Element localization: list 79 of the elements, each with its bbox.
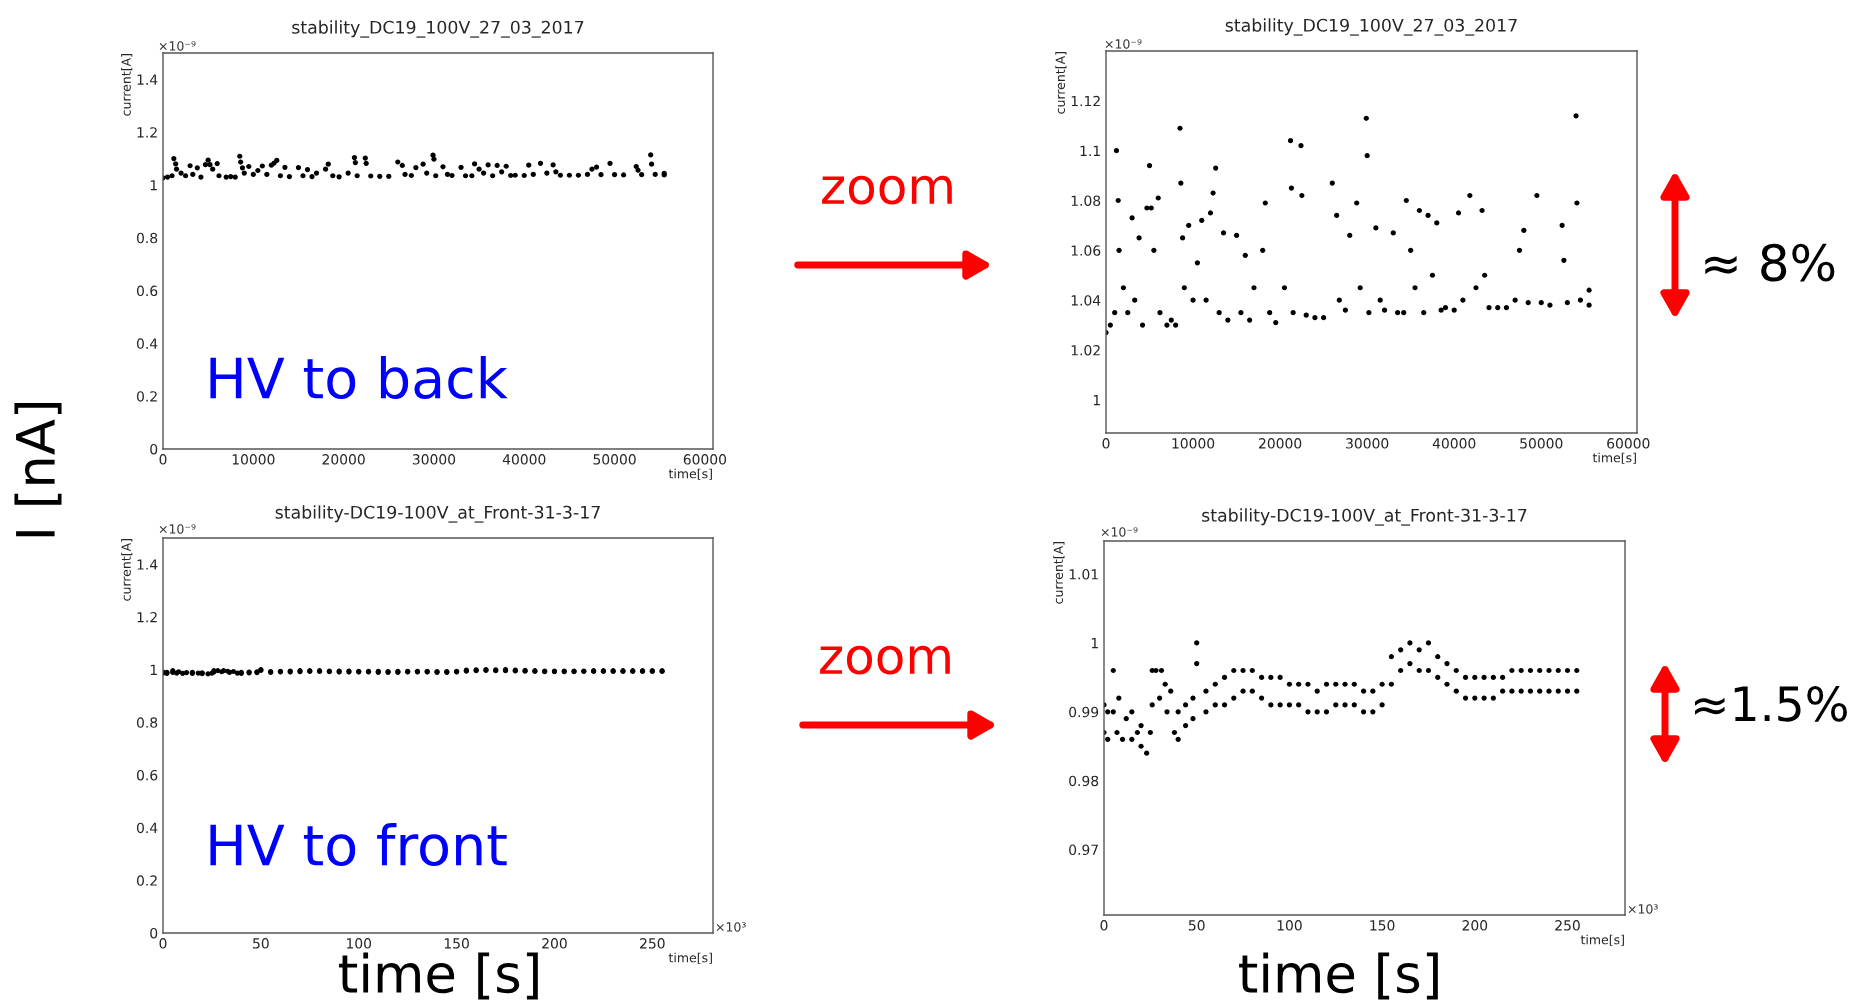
y-tick-label: 0.97 xyxy=(1069,844,1098,856)
x-tick-label: 50 xyxy=(1188,920,1205,931)
x-axis-title: time[s] xyxy=(1580,934,1624,946)
y-tick-label: 0.4 xyxy=(136,338,158,349)
x-tick-label: 100 xyxy=(1277,920,1302,931)
x-tick-label: 250 xyxy=(1555,920,1580,931)
x-tick-label: 60000 xyxy=(683,454,727,465)
x-tick-label: 0 xyxy=(159,938,167,949)
y-tick-label: 1.2 xyxy=(137,127,157,138)
y-tick-label: 1.4 xyxy=(137,559,158,570)
chart-title: stability-DC19-100V_at_Front-31-3-17 xyxy=(275,505,600,523)
y-tick-label: 0.8 xyxy=(136,717,158,728)
y-tick-label: 0.8 xyxy=(136,232,158,244)
text: zoom xyxy=(822,175,952,205)
x-tick-label: 30000 xyxy=(412,454,456,465)
y-tick-label: 1.01 xyxy=(1069,569,1098,580)
x-axis-title: time[s] xyxy=(1592,452,1636,464)
x-tick-label: 50 xyxy=(253,938,269,949)
x-tick-label: 60000 xyxy=(1607,438,1650,449)
text: ×10⁻⁹ xyxy=(159,524,196,534)
x-tick-label: 20000 xyxy=(322,454,365,465)
y-tick-label: 0.2 xyxy=(136,391,157,402)
x-tick-label: 10000 xyxy=(1172,438,1215,449)
y-tick-label: 1.08 xyxy=(1071,195,1101,206)
text: ×10⁻⁹ xyxy=(1105,39,1142,49)
x-tick-label: 200 xyxy=(542,938,567,949)
y-tick-label: 1.1 xyxy=(1080,145,1100,156)
x-tick-label: 100 xyxy=(347,938,372,949)
y-tick-label: 0.4 xyxy=(136,822,158,834)
y-tick-label: 0.6 xyxy=(136,769,158,781)
text: ≈1.5% xyxy=(1695,685,1847,722)
y-tick-label: 0.6 xyxy=(136,285,158,297)
x-tick-label: 40000 xyxy=(1432,438,1476,449)
y-axis-title: current[A] xyxy=(121,539,133,601)
y-tick-label: 1.04 xyxy=(1071,295,1101,306)
x-tick-label: 20000 xyxy=(1259,438,1302,449)
y-tick-label: 0.99 xyxy=(1069,706,1099,718)
x-tick-label: 10000 xyxy=(232,454,275,465)
y-axis-title: current[A] xyxy=(1053,542,1065,604)
x-tick-label: 0 xyxy=(159,454,167,465)
x-tick-label: 0 xyxy=(1100,920,1108,931)
x-tick-label: 40000 xyxy=(502,454,546,465)
x-axis-title: time[s] xyxy=(668,468,712,480)
y-tick-label: 1 xyxy=(1093,395,1100,406)
text: zoom xyxy=(820,645,950,675)
y-tick-label: 1 xyxy=(1091,638,1098,649)
y-tick-label: 1 xyxy=(150,664,157,675)
x-tick-label: 50000 xyxy=(1520,438,1563,449)
y-tick-label: 1.06 xyxy=(1071,245,1101,256)
y-axis-title: current[A] xyxy=(1055,52,1067,114)
chart-title: stability_DC19_100V_27_03_2017 xyxy=(1225,18,1517,36)
x-tick-label: 0 xyxy=(1102,438,1110,449)
y-tick-label: 1.2 xyxy=(137,611,157,623)
y-tick-label: 1.12 xyxy=(1071,95,1100,107)
chart-title: stability-DC19-100V_at_Front-31-3-17 xyxy=(1202,508,1527,526)
text: ×10⁻⁹ xyxy=(159,41,196,51)
y-tick-label: 0.98 xyxy=(1069,775,1099,787)
y-tick-label: 1.02 xyxy=(1071,344,1100,356)
text: time [s] xyxy=(339,952,538,1000)
text: ×10³ xyxy=(1628,904,1658,914)
y-tick-label: 1 xyxy=(150,180,157,191)
text: time [s] xyxy=(1239,952,1438,1000)
text: ×10⁻⁹ xyxy=(1101,527,1138,537)
x-tick-label: 150 xyxy=(444,938,469,949)
x-tick-label: 200 xyxy=(1462,920,1488,931)
x-tick-label: 30000 xyxy=(1346,438,1389,449)
x-tick-label: 50000 xyxy=(593,454,636,465)
y-tick-label: 0.2 xyxy=(136,875,157,886)
x-tick-label: 250 xyxy=(640,938,665,949)
annotation: HV to front xyxy=(210,823,507,867)
annotation: HV to back xyxy=(210,356,508,400)
x-axis-title: time[s] xyxy=(668,952,712,964)
x-tick-label: 150 xyxy=(1370,920,1395,931)
text: ×10³ xyxy=(716,922,746,932)
chart-title: stability_DC19_100V_27_03_2017 xyxy=(292,20,584,38)
text: ≈ 8% xyxy=(1705,243,1835,282)
y-tick-label: 1.4 xyxy=(137,74,158,85)
y-axis-title: current[A] xyxy=(121,54,133,116)
text: I [nA] xyxy=(14,403,62,537)
